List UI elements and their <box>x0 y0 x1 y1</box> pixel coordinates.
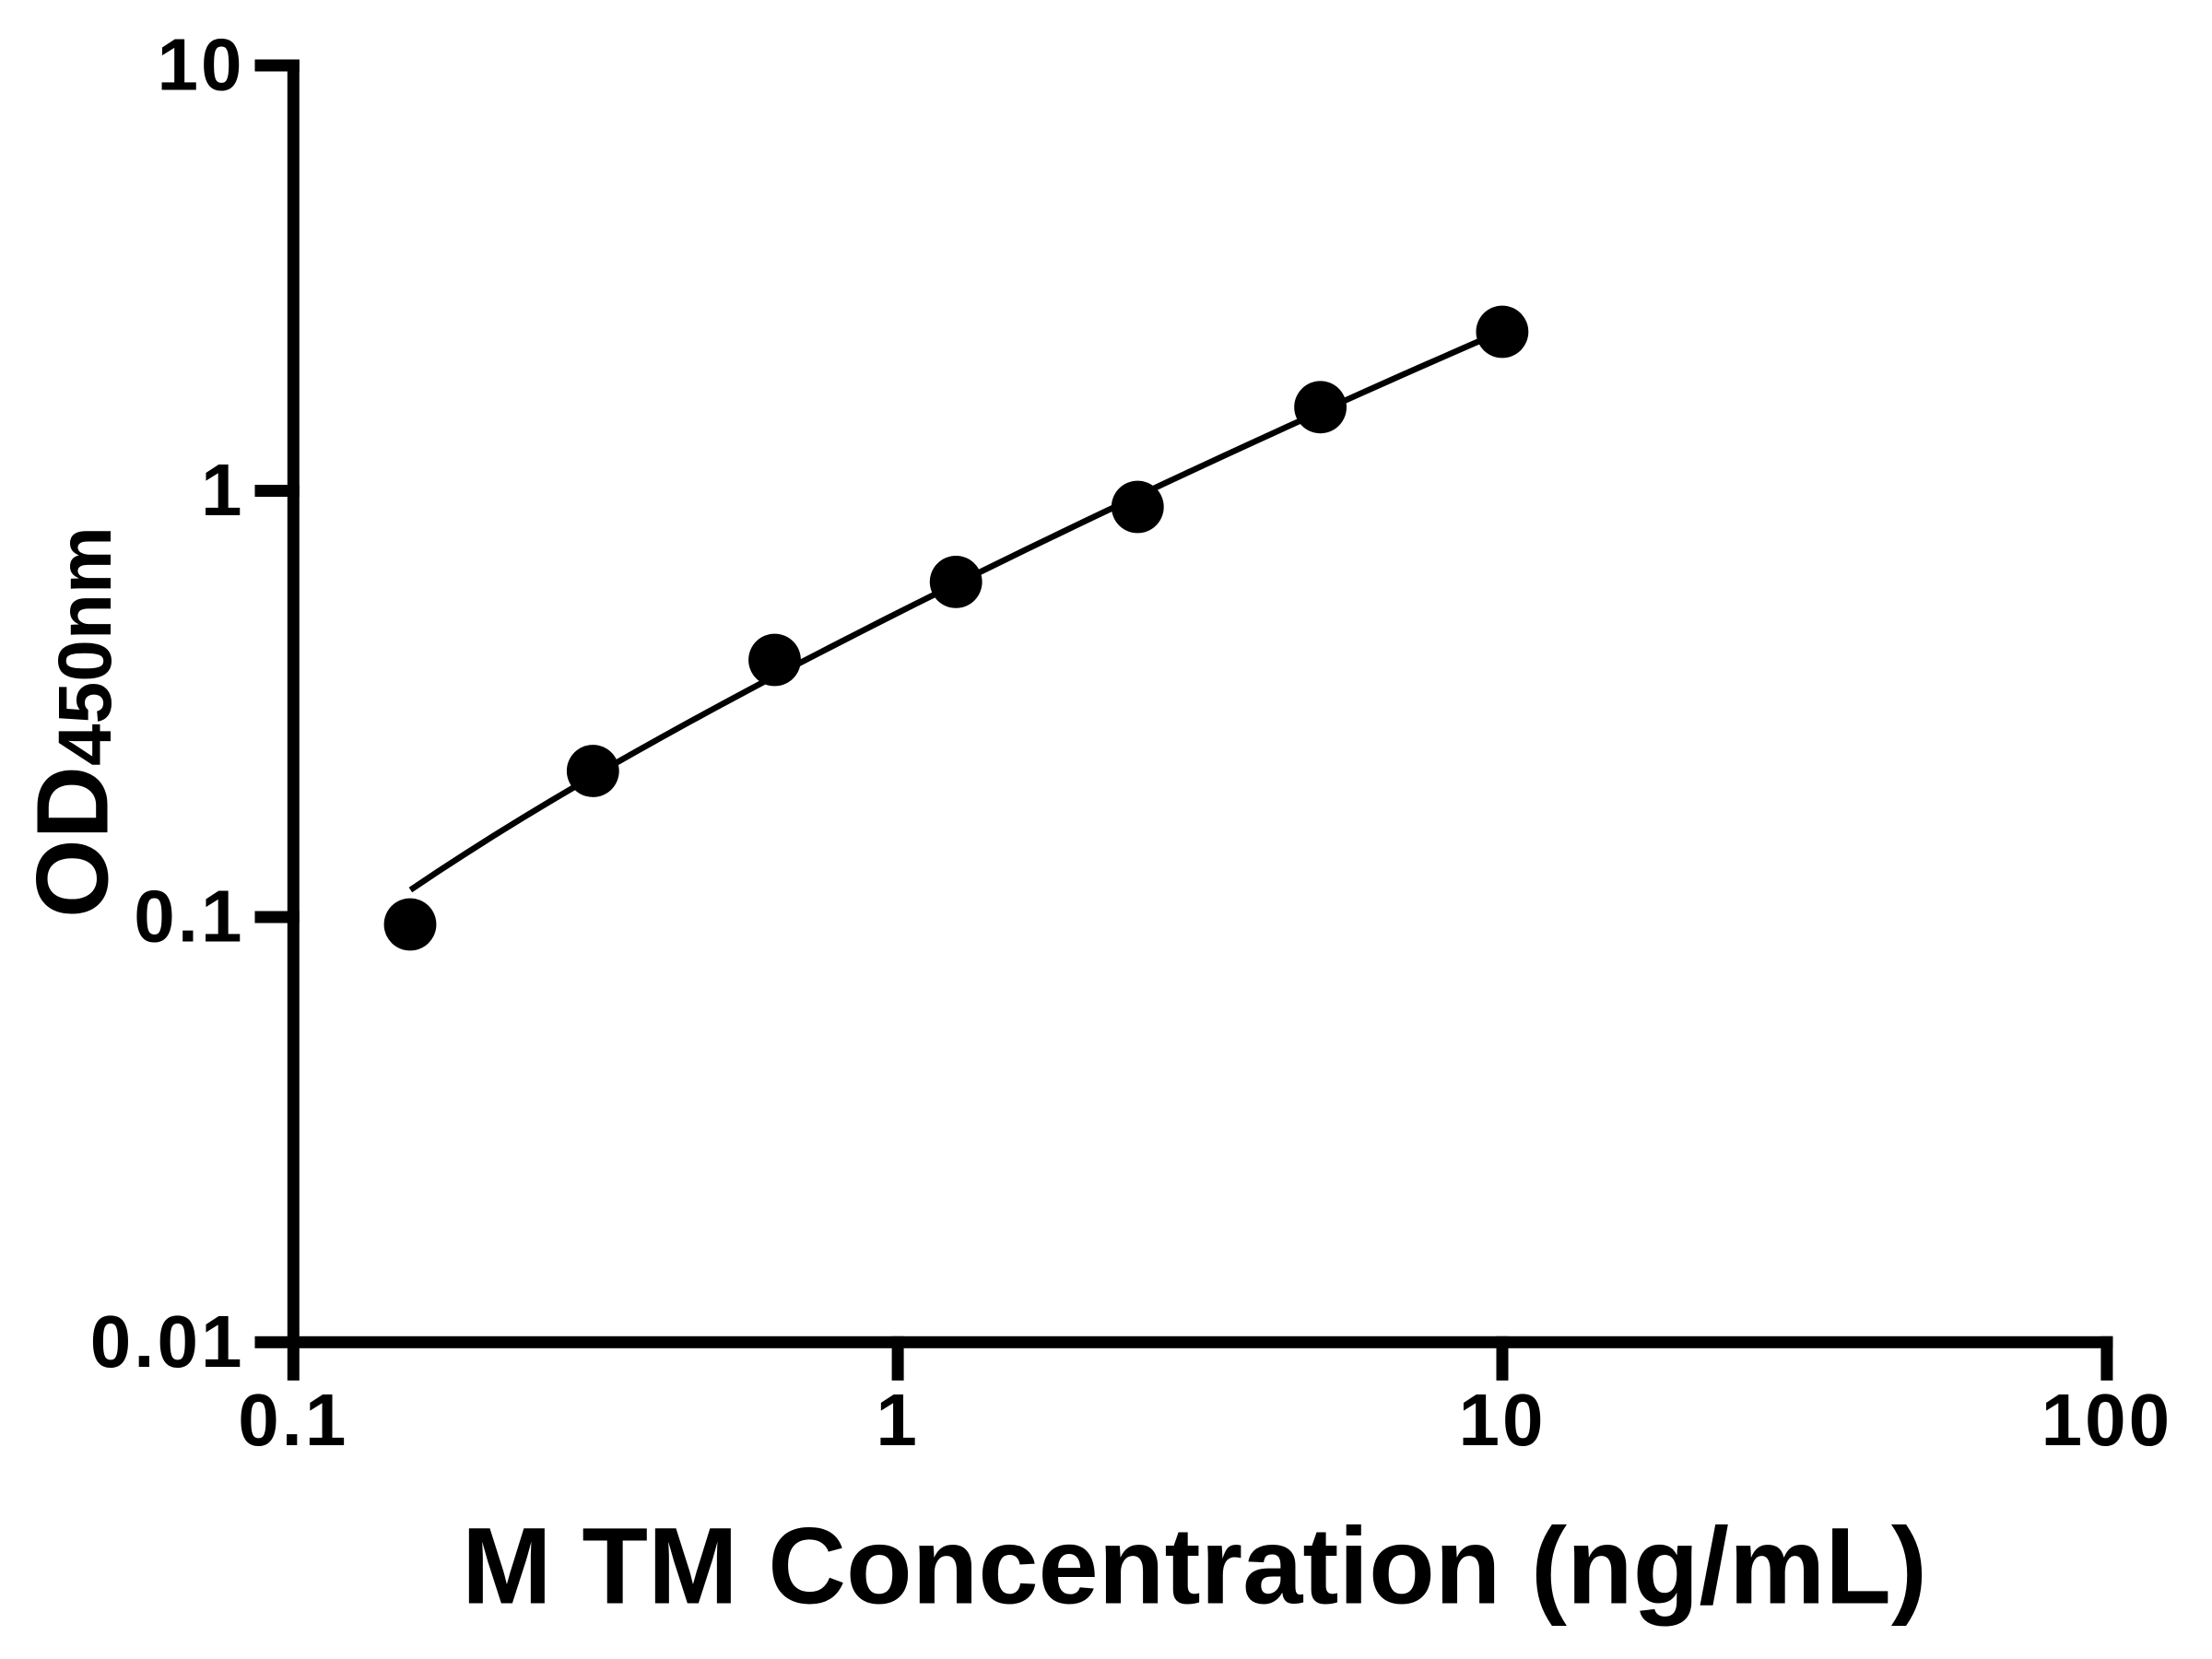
svg-text:0.01: 0.01 <box>90 1300 245 1382</box>
svg-text:0.1: 0.1 <box>238 1379 348 1461</box>
svg-text:M TM Concentration (ng/mL): M TM Concentration (ng/mL) <box>462 1506 1927 1628</box>
svg-text:10: 10 <box>158 24 245 106</box>
svg-text:1: 1 <box>201 449 245 531</box>
svg-text:1: 1 <box>876 1379 920 1461</box>
svg-text:100: 100 <box>2041 1379 2172 1461</box>
svg-text:10: 10 <box>1459 1379 1547 1461</box>
svg-text:0.1: 0.1 <box>134 876 244 958</box>
